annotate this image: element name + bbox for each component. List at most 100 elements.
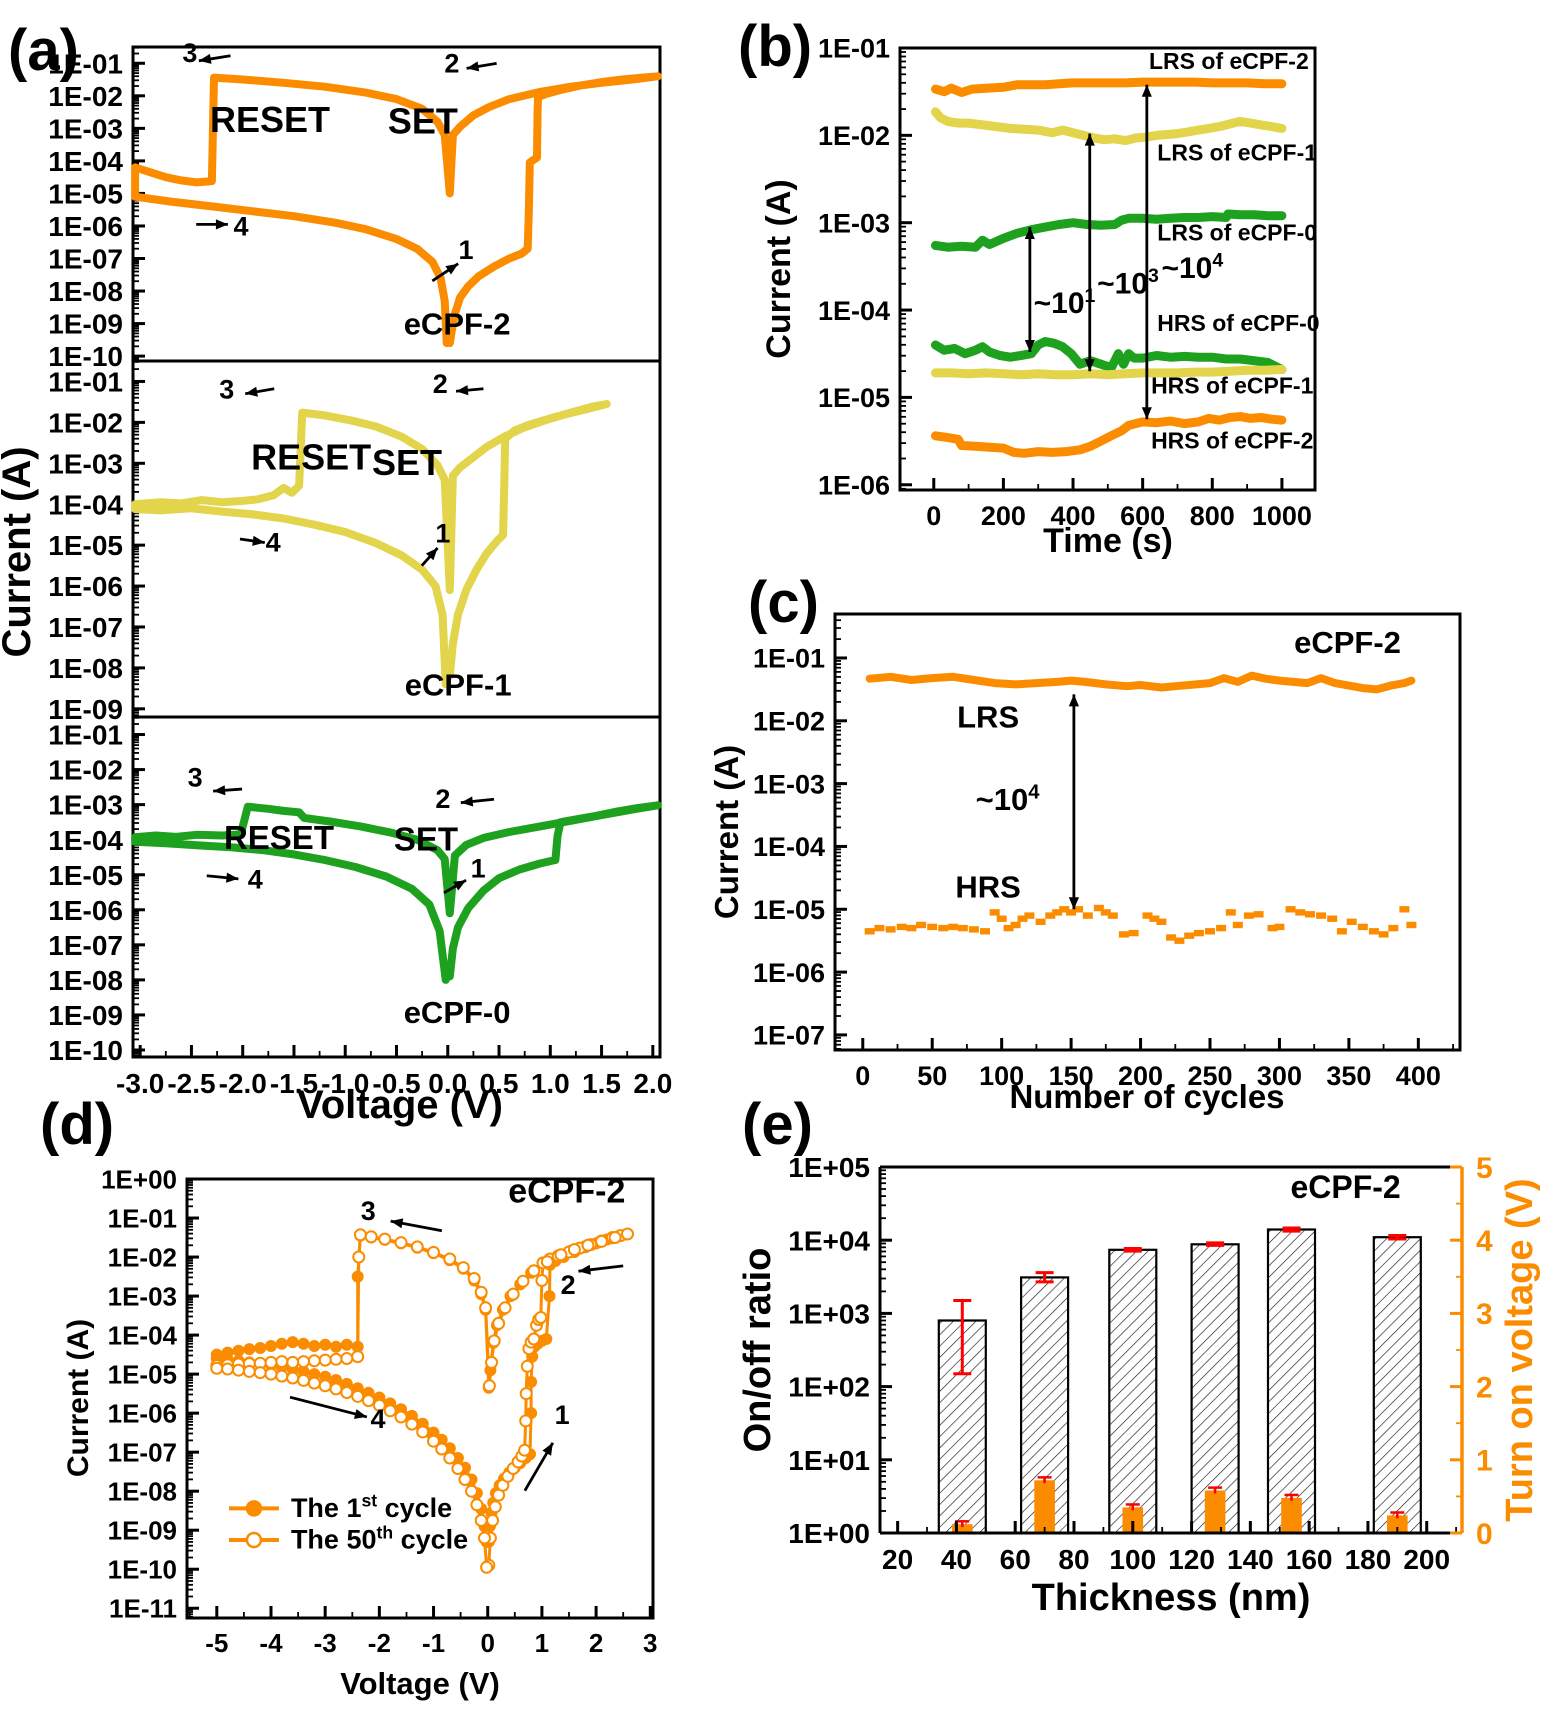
- series-the-50th-cycle: [210, 1227, 634, 1574]
- x-tick-label: 1.5: [582, 1068, 621, 1099]
- onoff-bar: [1266, 1228, 1317, 1535]
- right-tick-label: 0: [1476, 1518, 1493, 1551]
- y-tick-label: 1E+02: [788, 1372, 870, 1403]
- x-tick-label: 0: [480, 1628, 494, 1658]
- ratio-arrow: [1068, 694, 1079, 910]
- y-tick-label: 1E-06: [48, 895, 123, 926]
- right-tick-label: 4: [1476, 1225, 1493, 1258]
- series-hrs-of-ecpf-0: [931, 337, 1287, 374]
- panel-label: (d): [40, 1092, 114, 1157]
- right-tick-label: 5: [1476, 1152, 1493, 1185]
- x-tick-label: -1: [422, 1628, 445, 1658]
- y-axis: 1E-011E-021E-031E-041E-051E-061E-071E-08…: [48, 360, 145, 725]
- y-tick-label: 1E+00: [788, 1518, 870, 1549]
- x-tick-label: 20: [882, 1544, 913, 1575]
- x-tick-label: 100: [1109, 1544, 1156, 1575]
- x-tick-label: -3: [314, 1628, 337, 1658]
- annotation-text: SET: [388, 100, 458, 141]
- y-axis: 1E-011E-021E-031E-041E-051E-061E-071E-08…: [48, 716, 145, 1066]
- annotation-text: 1: [555, 1400, 570, 1430]
- turnon-errorbar: [1284, 1493, 1299, 1501]
- y-axis-title: Current (A): [0, 446, 39, 657]
- y-tick-label: 1E-05: [108, 1359, 177, 1389]
- legend-marker-filled: [245, 1500, 263, 1517]
- arrow: [239, 535, 265, 546]
- y-tick-label: 1E-04: [753, 832, 825, 862]
- x-tick-label: 0.0: [428, 1068, 467, 1099]
- annotation-text: 2: [433, 369, 448, 399]
- annotation-text: HRS of eCPF-1: [1151, 373, 1314, 399]
- plot-frame: [185, 1177, 655, 1620]
- x-axis-title: Time (s): [1043, 522, 1173, 560]
- panel-label: (a): [8, 18, 79, 83]
- panel-label: (c): [748, 570, 819, 635]
- arrow: [455, 385, 484, 396]
- x-tick-label: -4: [259, 1628, 283, 1658]
- y-tick-label: 1E-10: [48, 341, 123, 372]
- y-tick-label: 1E-09: [48, 309, 123, 340]
- annotation-text: eCPF-2: [404, 306, 511, 341]
- onoff-errorbar: [1388, 1233, 1407, 1241]
- y-tick-label: 1E-10: [48, 1035, 123, 1066]
- y-tick-label: 1E-07: [48, 930, 123, 961]
- y-tick-label: 1E-01: [108, 1203, 177, 1233]
- x-tick-label: 150: [1049, 1061, 1094, 1091]
- y-axis: 1E-011E-021E-031E-041E-051E-061E-071E-08…: [48, 46, 145, 372]
- annotation-text: RESET: [210, 99, 330, 140]
- annotation-text: 1: [435, 519, 450, 549]
- x-axis: 0 200 400 600 800 1000: [926, 478, 1312, 531]
- x-tick-label: 100: [979, 1061, 1024, 1091]
- annotation-text: 1: [459, 235, 474, 265]
- turnon-errorbar: [1125, 1503, 1140, 1511]
- arrow: [578, 1264, 624, 1275]
- x-tick-label: 1: [535, 1628, 549, 1658]
- right-tick-label: 2: [1476, 1371, 1493, 1404]
- x-tick-label: 160: [1286, 1544, 1333, 1575]
- y-tick-label: 1E-07: [108, 1438, 177, 1468]
- x-axis: -5 -4 -3 -2 -1 0 1 2 3: [188, 1606, 658, 1658]
- y-tick-label: 1E-01: [818, 34, 890, 64]
- series-ecpf-2-iv: [131, 72, 662, 348]
- annotation-text: RESET: [251, 437, 371, 478]
- annotation-text: 4: [371, 1404, 386, 1434]
- onoff-errorbar: [953, 1299, 972, 1376]
- ratio-arrow: [1141, 84, 1152, 420]
- annotation-text: 2: [435, 784, 450, 814]
- x-tick-label: -3.0: [116, 1068, 164, 1099]
- y-tick-label: 1E+01: [788, 1445, 870, 1476]
- y-tick-label: 1E-03: [48, 790, 123, 821]
- y-tick-label: 1E-07: [48, 612, 123, 643]
- annotation-text: eCPF-1: [405, 668, 512, 703]
- onoff-errorbar: [1206, 1241, 1225, 1247]
- x-tick-label: 300: [1257, 1061, 1302, 1091]
- onoff-bar: [1108, 1248, 1158, 1535]
- annotation-text: 3: [182, 38, 197, 68]
- y-tick-label: 1E-02: [48, 81, 123, 112]
- y-tick-label: 1E+05: [788, 1152, 870, 1183]
- x-axis-title: Voltage (V): [340, 1666, 500, 1701]
- series-lrs-endurance: [865, 671, 1416, 694]
- panel-c: 1E-01 1E-02 1E-03 1E-04 1E-05 1E-06 1E-07 0 50 10…: [708, 570, 1462, 1115]
- annotation-text: eCPF-2: [1290, 1169, 1400, 1205]
- annotation-text: RESET: [224, 819, 334, 856]
- annotation-text: eCPF-2: [1294, 625, 1401, 660]
- arrow: [460, 796, 495, 807]
- y-tick-label: 1E-01: [48, 48, 123, 79]
- x-axis-title: Thickness (nm): [1032, 1577, 1311, 1619]
- legend-label: The 1st cycle: [291, 1491, 452, 1523]
- y-axis: 1E+00 1E+01 1E+02 1E+03 1E+04 1E+05: [788, 1152, 892, 1549]
- x-tick-label: 400: [1051, 501, 1096, 531]
- x-tick-label: 600: [1120, 501, 1165, 531]
- x-tick-label: 60: [1000, 1544, 1031, 1575]
- turnon-bar: [1281, 1497, 1302, 1533]
- y-tick-label: 1E-05: [48, 530, 123, 561]
- y-axis-title: Current (A): [760, 179, 798, 358]
- legend-label: The 50th cycle: [291, 1522, 468, 1554]
- y-tick-label: 1E-05: [818, 383, 890, 413]
- arrow: [431, 262, 459, 283]
- x-tick-label: 250: [1187, 1061, 1232, 1091]
- plot-frame: [131, 715, 662, 1059]
- y-tick-label: 1E-05: [48, 179, 123, 210]
